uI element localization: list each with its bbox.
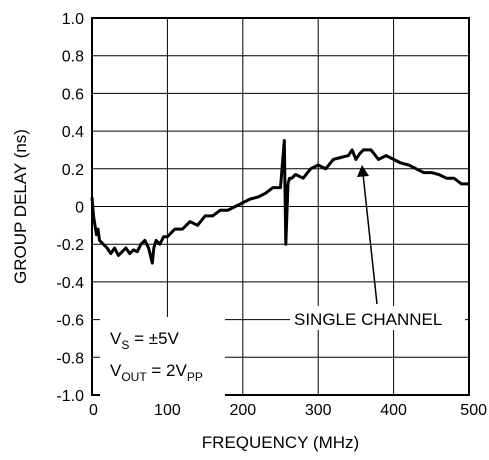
conditions-box-background [100,317,225,399]
series-line-single-channel [90,139,469,265]
x-tick-label: 0 [89,402,98,419]
x-tick-labels: 0 100 200 300 400 500 [89,402,487,419]
y-tick-label: -1.0 [56,388,84,405]
series-label-background [290,306,465,330]
y-tick-label: 1.0 [62,11,84,28]
x-tick-label: 500 [460,402,487,419]
y-tick-label: 0.8 [62,49,84,66]
x-tick-label: 400 [380,402,407,419]
vout-annotation: VOUT = 2VPP [110,361,203,384]
y-tick-label: 0.6 [62,86,84,103]
y-tick-label: -0.2 [56,237,84,254]
x-tick-label: 300 [305,402,332,419]
y-tick-label: 0.2 [62,162,84,179]
y-tick-label: 0 [75,200,84,217]
y-tick-label: -0.8 [56,350,84,367]
series-label: SINGLE CHANNEL [294,310,442,329]
y-tick-label: 0.4 [62,124,84,141]
series-label-arrow-head [357,165,369,177]
x-tick-label: 200 [229,402,256,419]
y-tick-label: -0.4 [56,275,84,292]
y-tick-label: -0.6 [56,313,84,330]
x-tick-label: 100 [154,402,181,419]
y-axis-title: GROUP DELAY (ns) [11,129,30,284]
y-tick-labels: 1.0 0.8 0.6 0.4 0.2 0 -0.2 -0.4 -0.6 -0.8 -1.0 [56,11,84,405]
x-axis-title: FREQUENCY (MHz) [202,433,359,452]
vs-annotation: VS = ±5V [110,329,180,352]
series-label-arrow-line [362,173,378,305]
